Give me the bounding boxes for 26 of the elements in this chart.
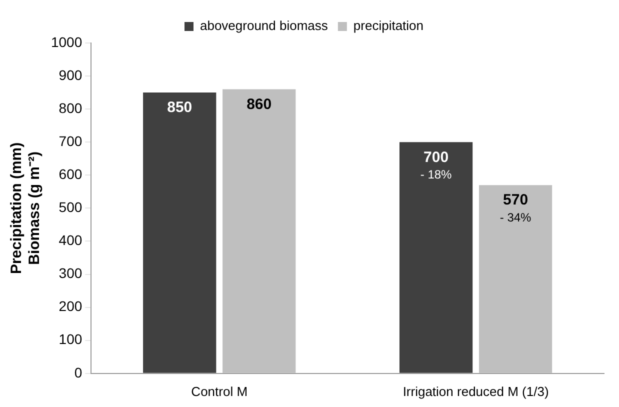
y-tick-label: 100	[58, 331, 82, 348]
data-label: 850	[167, 99, 192, 116]
legend-label: precipitation	[353, 18, 424, 34]
x-tick-label: Irrigation reduced M (1/3)	[402, 384, 549, 399]
y-tick-label: 600	[58, 166, 82, 182]
legend-label: aboveground biomass	[200, 18, 328, 34]
bar	[143, 92, 216, 373]
data-label: 700	[424, 148, 449, 166]
y-axis-title: Precipitation (mm) Biomass (g m⁻²)	[8, 142, 44, 274]
bar	[222, 89, 296, 373]
y-tick-label: 400	[58, 232, 82, 248]
bar	[478, 185, 552, 373]
bar	[399, 142, 473, 373]
y-tick-label: 1000	[50, 34, 82, 50]
annotation: - 18%	[420, 167, 452, 182]
y-tick-label: 900	[58, 66, 82, 83]
y-tick-label: 300	[58, 265, 82, 282]
annotation: - 34%	[500, 210, 532, 224]
y-tick-label: 0	[74, 364, 82, 380]
data-label: 860	[246, 96, 272, 113]
y-tick-label: 700	[58, 132, 82, 149]
data-label: 570	[503, 192, 528, 209]
y-tick-label: 200	[58, 298, 82, 314]
y-tick-label: 800	[58, 100, 82, 116]
x-tick-label: Control M	[191, 384, 248, 399]
y-tick-label: 500	[58, 199, 82, 216]
